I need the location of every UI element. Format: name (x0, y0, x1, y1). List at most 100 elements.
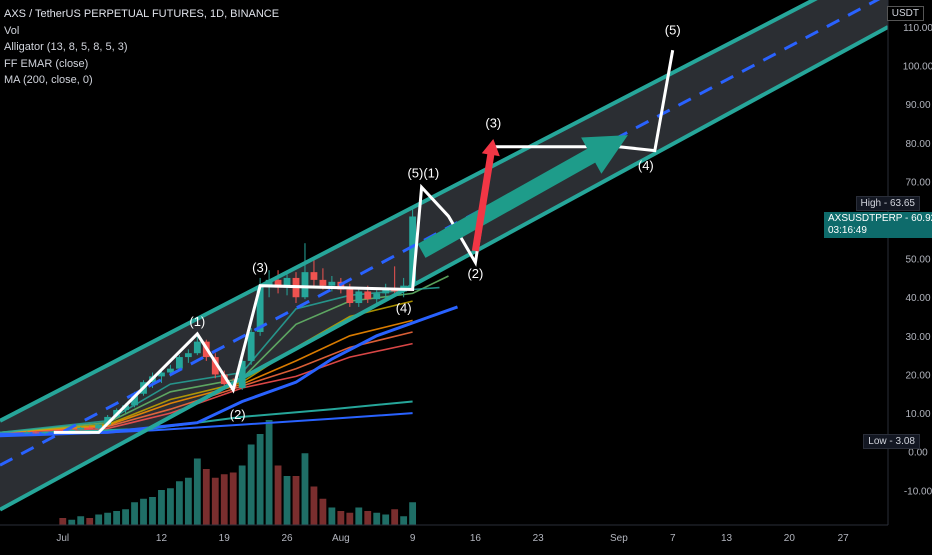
volume-bar (346, 512, 354, 525)
candle-body (77, 427, 85, 430)
volume-bar (229, 472, 237, 525)
candle-body (167, 368, 174, 373)
candle-body (409, 216, 417, 286)
wave-label: (5) (665, 23, 681, 38)
candle-body (310, 272, 318, 280)
x-tick-label: 16 (470, 533, 482, 544)
x-tick-label: 13 (721, 533, 733, 544)
candle-body (319, 279, 327, 286)
candle-body (32, 432, 40, 434)
volume-bar (193, 458, 201, 525)
currency-label[interactable]: USDT (886, 6, 924, 21)
volume-bar (202, 469, 210, 525)
volume-bar (158, 490, 165, 525)
volume-bar (77, 516, 85, 525)
candle-body (220, 374, 228, 385)
x-tick-label: 27 (838, 533, 850, 544)
volume-bar (301, 453, 309, 525)
volume-bar (247, 444, 255, 525)
volume-bar (382, 514, 390, 525)
volume-bar (409, 502, 417, 525)
candle-body (104, 416, 112, 425)
candle-body (355, 291, 363, 304)
wave-label: (3) (485, 115, 501, 130)
wave-label: (4) (638, 158, 654, 173)
x-tick-label: 9 (410, 533, 416, 544)
price-axis-bg (888, 0, 932, 550)
x-tick-label: 7 (670, 533, 676, 544)
volume-bar (220, 474, 228, 525)
candle-body (301, 272, 309, 298)
candle-body (382, 289, 390, 294)
volume-bar (149, 497, 156, 525)
candle-body (193, 341, 201, 354)
time-axis-bg (0, 525, 932, 550)
symbol-title[interactable]: AXS / TetherUS PERPETUAL FUTURES, 1D, BI… (4, 8, 280, 20)
channel-upper-line (0, 0, 818, 423)
wave-label: (3) (252, 260, 268, 275)
candle-body (95, 424, 103, 429)
volume-bar (86, 518, 94, 525)
y-tick-label: 70.00 (905, 177, 930, 188)
volume-bar (310, 486, 318, 525)
y-tick-label: 30.00 (905, 332, 930, 343)
legend-ma[interactable]: MA (200, close, 0) (4, 74, 93, 86)
candle-body (175, 357, 183, 369)
volume-bar (265, 420, 273, 525)
y-tick-label: 20.00 (905, 370, 930, 381)
volume-bar (95, 514, 103, 525)
x-tick-label: 19 (219, 533, 231, 544)
candle-body (131, 393, 138, 406)
volume-bar (400, 516, 408, 525)
chart-legend: AXS / TetherUS PERPETUAL FUTURES, 1D, BI… (4, 6, 279, 89)
wave-label: (1) (189, 314, 205, 329)
high-price-tag: High - 63.65 (855, 196, 920, 211)
volume-bar (292, 476, 300, 525)
red-arrow (471, 139, 500, 252)
bar-countdown: 03:16:49 (828, 225, 867, 236)
volume-bar (113, 511, 121, 525)
volume-bar (131, 502, 138, 525)
volume-bar (319, 498, 327, 525)
volume-bar (211, 477, 219, 525)
volume-bar (122, 509, 129, 525)
volume-bar (391, 509, 399, 525)
y-tick-label: 110.00 (903, 23, 932, 34)
symbol-price-label: AXSUSDTPERP - 60.92 (828, 213, 932, 224)
volume-bar (104, 512, 112, 525)
volume-bar (364, 511, 372, 525)
volume-bar (140, 498, 147, 525)
x-tick-label: 23 (533, 533, 545, 544)
candle-body (373, 293, 381, 300)
volume-bar (68, 519, 76, 525)
wave-label: (5)(1) (407, 166, 439, 181)
y-tick-label: 80.00 (905, 139, 930, 150)
candle-body (23, 432, 31, 434)
legend-alligator[interactable]: Alligator (13, 8, 5, 8, 5, 3) (4, 41, 128, 53)
candle-body (41, 431, 49, 434)
volume-bar (274, 465, 282, 525)
x-tick-label: Jul (56, 533, 69, 544)
candle-body (346, 289, 354, 304)
legend-volume[interactable]: Vol (4, 24, 20, 37)
y-tick-label: 10.00 (905, 409, 930, 420)
projection-arrow (417, 135, 628, 258)
candle-body (247, 331, 255, 361)
wave-label: (4) (396, 301, 412, 316)
candle-body (86, 427, 94, 429)
wave-label: (2) (467, 266, 483, 281)
candle-body (328, 281, 336, 286)
alligator-line (0, 275, 449, 434)
y-tick-label: -10.00 (904, 486, 932, 497)
candle-body (238, 360, 246, 388)
channel-lower-line (0, 25, 888, 512)
volume-bar (283, 476, 291, 525)
legend-ema[interactable]: FF EMAR (close) (4, 57, 89, 70)
volume-bar (328, 507, 336, 525)
x-tick-label: 12 (156, 533, 168, 544)
wave-label: (2) (230, 407, 246, 422)
candle-body (364, 291, 372, 300)
